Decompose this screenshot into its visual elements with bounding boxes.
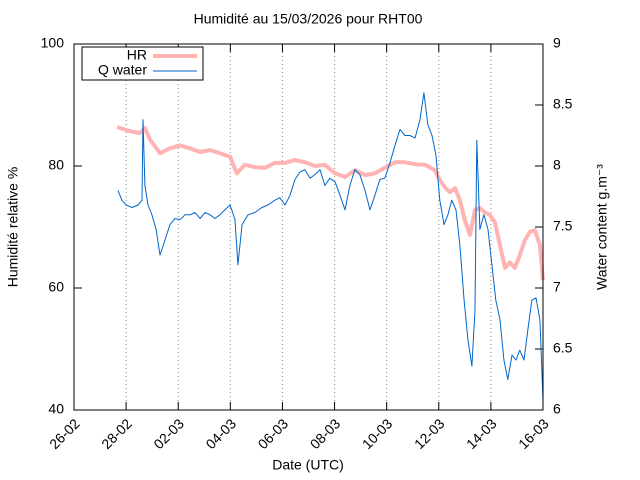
- x-tick-label: 12-03: [411, 415, 448, 452]
- x-tick-label: 06-03: [255, 415, 292, 452]
- x-tick-label: 28-02: [98, 415, 135, 452]
- x-tick-label: 02-03: [150, 415, 187, 452]
- y-tick-label: 100: [41, 35, 65, 51]
- y-tick-label: 80: [48, 157, 64, 173]
- x-tick-label: 16-03: [515, 415, 552, 452]
- y2-tick-label: 8: [553, 157, 561, 173]
- x-tick-label: 08-03: [307, 415, 344, 452]
- y2-tick-label: 7: [553, 279, 561, 295]
- x-tick-label: 14-03: [463, 415, 500, 452]
- legend-label: HR: [127, 47, 147, 63]
- y-tick-label: 40: [48, 401, 64, 417]
- y2-tick-label: 7.5: [553, 218, 573, 234]
- legend-label: Q water: [98, 62, 147, 78]
- series-line: [116, 125, 545, 281]
- legend-box: [81, 46, 204, 81]
- y2-tick-label: 6.5: [553, 340, 573, 356]
- x-tick-label: 10-03: [359, 415, 396, 452]
- x-axis-label: Date (UTC): [272, 457, 344, 473]
- x-tick-label: 04-03: [202, 415, 239, 452]
- y2-axis-label: Water content g.m⁻³: [594, 164, 610, 290]
- y-axis-label: Humidité relative %: [5, 167, 21, 288]
- chart-title: Humidité au 15/03/2026 pour RHT00: [194, 11, 423, 27]
- x-tick-label: 26-02: [46, 415, 83, 452]
- plot-frame: [73, 43, 544, 411]
- y2-tick-label: 8.5: [553, 96, 573, 112]
- y2-tick-label: 6: [553, 401, 561, 417]
- y2-tick-label: 9: [553, 35, 561, 51]
- y-tick-label: 60: [48, 279, 64, 295]
- series-line: [117, 92, 544, 401]
